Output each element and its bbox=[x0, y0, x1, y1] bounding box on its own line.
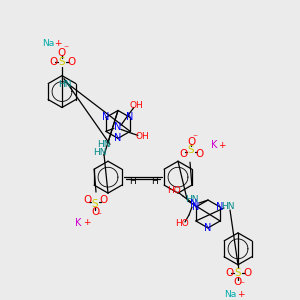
Text: N: N bbox=[204, 223, 212, 233]
Text: HN: HN bbox=[93, 148, 107, 157]
Text: N: N bbox=[216, 202, 224, 212]
Text: O: O bbox=[225, 268, 233, 278]
Text: OH: OH bbox=[129, 101, 143, 110]
Text: O: O bbox=[99, 195, 107, 205]
Text: ⁻: ⁻ bbox=[96, 211, 102, 221]
Text: N: N bbox=[102, 112, 110, 122]
Text: Na: Na bbox=[224, 290, 236, 299]
Text: O: O bbox=[49, 57, 57, 67]
Text: S: S bbox=[188, 145, 194, 155]
Text: HN: HN bbox=[221, 202, 235, 211]
Text: K: K bbox=[211, 140, 217, 150]
Text: O: O bbox=[179, 149, 187, 159]
Text: Na: Na bbox=[42, 39, 54, 48]
Text: S: S bbox=[235, 268, 241, 278]
Text: O: O bbox=[83, 195, 91, 205]
Text: N: N bbox=[190, 199, 198, 209]
Text: O: O bbox=[67, 57, 75, 67]
Text: O: O bbox=[91, 207, 99, 217]
Text: ⁻: ⁻ bbox=[192, 133, 198, 143]
Text: +: + bbox=[218, 141, 226, 150]
Text: OH: OH bbox=[135, 132, 149, 141]
Text: O: O bbox=[58, 48, 66, 58]
Text: S: S bbox=[59, 57, 65, 67]
Text: O: O bbox=[187, 137, 195, 147]
Text: N: N bbox=[114, 133, 122, 143]
Text: +: + bbox=[237, 290, 245, 299]
Text: O: O bbox=[243, 268, 251, 278]
Text: HN: HN bbox=[185, 195, 199, 204]
Text: O: O bbox=[234, 277, 242, 287]
Text: ⁻: ⁻ bbox=[239, 280, 244, 291]
Text: HO: HO bbox=[167, 186, 181, 195]
Text: N: N bbox=[192, 202, 200, 212]
Text: S: S bbox=[92, 199, 98, 209]
Text: N: N bbox=[114, 122, 122, 132]
Text: HN: HN bbox=[97, 140, 111, 149]
Text: H: H bbox=[129, 177, 135, 186]
Text: N: N bbox=[126, 112, 134, 122]
Text: +: + bbox=[83, 218, 91, 227]
Text: HN: HN bbox=[58, 80, 72, 89]
Text: H: H bbox=[151, 177, 158, 186]
Text: HO: HO bbox=[175, 219, 189, 228]
Text: K: K bbox=[75, 218, 81, 228]
Text: +: + bbox=[54, 39, 62, 48]
Text: O: O bbox=[195, 149, 203, 159]
Text: ⁻: ⁻ bbox=[63, 44, 69, 54]
